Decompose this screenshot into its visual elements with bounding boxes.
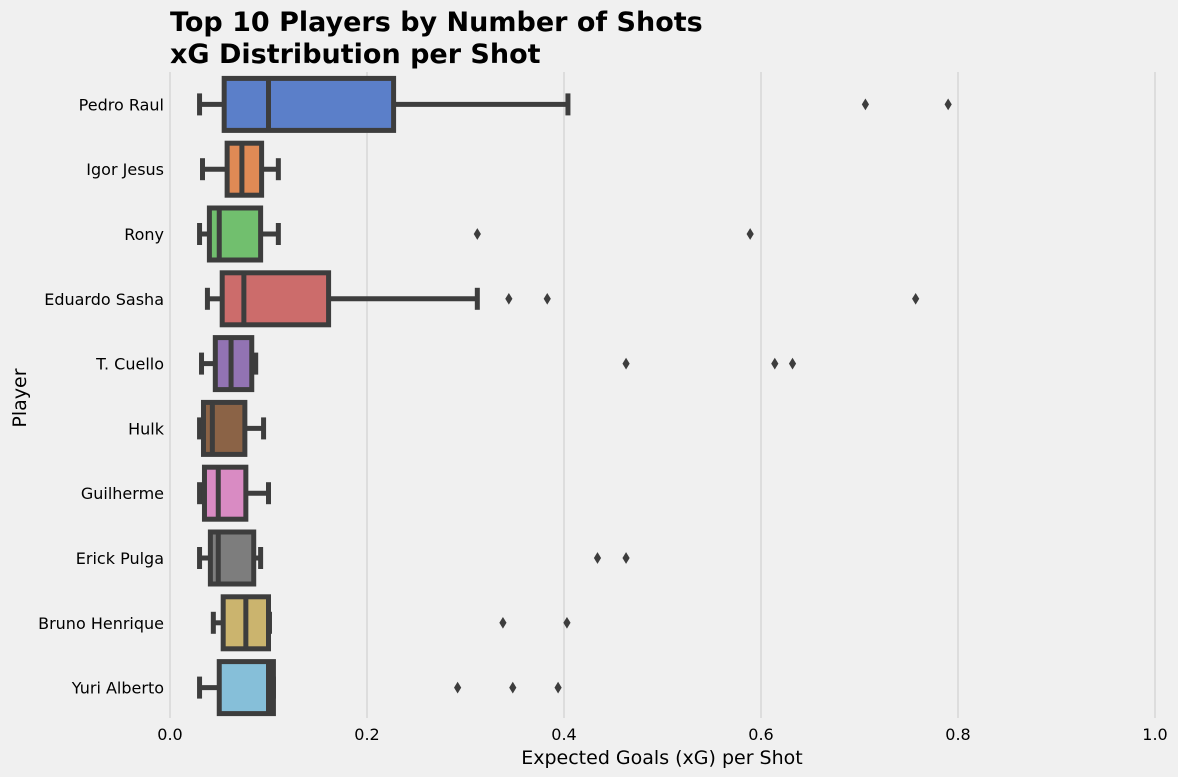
y-tick-label: Hulk	[128, 419, 165, 438]
box-iqr	[216, 659, 276, 717]
box-iqr	[201, 464, 249, 522]
outlier-point	[912, 292, 920, 305]
box-t-cuello	[199, 335, 797, 393]
outlier-point	[454, 681, 462, 694]
y-tick-label: Rony	[124, 225, 164, 244]
y-axis-label: Player	[9, 368, 31, 427]
outlier-point	[944, 98, 952, 111]
outlier-point	[505, 292, 513, 305]
y-tick-labels: Pedro Raul Igor Jesus Rony Eduardo Sasha T. …	[38, 95, 165, 697]
x-tick-labels: 0.0 0.2 0.4 0.6 0.8 1.0	[157, 725, 1167, 744]
outlier-point	[593, 552, 602, 564]
chart-subtitle: xG Distribution per Shot	[170, 39, 541, 70]
outlier-point	[473, 228, 481, 240]
y-tick-label: Yuri Alberto	[71, 679, 164, 698]
outlier-point	[499, 616, 507, 629]
outlier-point	[771, 357, 779, 370]
y-tick-label: Igor Jesus	[86, 160, 164, 179]
x-tick-label: 0.0	[157, 725, 182, 744]
box-erick-pulga	[197, 529, 630, 587]
chart-title: Top 10 Players by Number of Shots	[170, 7, 703, 38]
x-tick-label: 0.6	[748, 725, 773, 744]
outlier-point	[509, 681, 517, 694]
y-tick-label: Pedro Raul	[79, 95, 164, 114]
box-pedro-raul	[197, 75, 952, 133]
x-axis-label: Expected Goals (xG) per Shot	[521, 747, 803, 769]
box-iqr	[219, 270, 332, 328]
box-iqr	[221, 75, 397, 133]
grid-lines	[169, 72, 1156, 718]
y-tick-label: Bruno Henrique	[38, 614, 164, 633]
x-tick-label: 0.4	[551, 725, 576, 744]
outlier-point	[543, 292, 551, 305]
box-bruno-henrique	[210, 594, 571, 652]
y-tick-label: Erick Pulga	[76, 549, 164, 568]
box-rony	[197, 205, 754, 263]
box-plots	[197, 75, 952, 717]
outlier-point	[788, 357, 797, 370]
y-tick-label: Guilherme	[81, 484, 164, 503]
box-yuri-alberto	[197, 659, 562, 717]
y-tick-label: T. Cuello	[95, 355, 164, 374]
x-tick-label: 0.8	[945, 725, 970, 744]
outlier-point	[622, 552, 630, 564]
box-igor-jesus	[200, 140, 281, 198]
box-guilherme	[197, 464, 271, 522]
outlier-point	[746, 228, 754, 240]
outlier-point	[861, 98, 870, 111]
x-tick-label: 0.2	[354, 725, 379, 744]
y-tick-label: Eduardo Sasha	[44, 290, 164, 309]
box-iqr	[200, 399, 248, 457]
outlier-point	[554, 681, 562, 694]
box-eduardo-sasha	[204, 270, 920, 328]
x-tick-label: 1.0	[1142, 725, 1167, 744]
outlier-point	[622, 357, 630, 370]
outlier-point	[563, 616, 571, 629]
box-hulk	[197, 399, 267, 457]
